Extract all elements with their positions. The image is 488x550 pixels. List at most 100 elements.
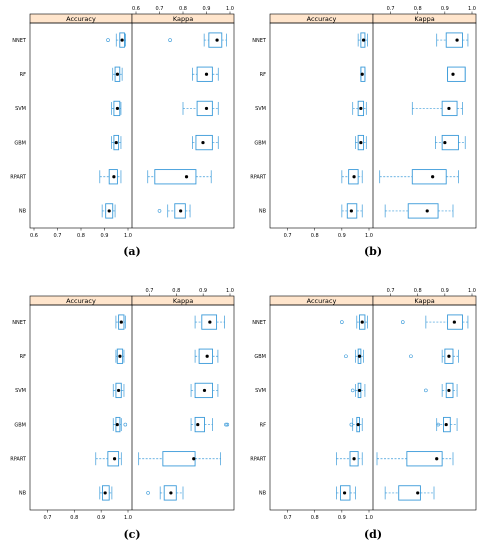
tick-label-top: 0.9 xyxy=(199,288,207,294)
median-point xyxy=(112,175,116,179)
tick-label-bottom: 0.7 xyxy=(43,515,51,521)
median-point xyxy=(205,354,209,358)
median-point xyxy=(425,209,429,213)
median-point xyxy=(169,491,173,495)
category-label: SVM xyxy=(255,388,266,394)
tick-label-bottom: 0.7 xyxy=(54,233,62,239)
iqr-box xyxy=(114,66,121,82)
strip-label-accuracy: Accuracy xyxy=(307,297,337,305)
panel-label: (a) xyxy=(123,245,141,258)
median-point xyxy=(359,140,363,145)
tick-label-top: 0.6 xyxy=(132,6,140,12)
iqr-box xyxy=(447,314,463,330)
category-label: NNET xyxy=(252,38,267,44)
iqr-box xyxy=(208,32,223,48)
median-point xyxy=(451,72,455,76)
accuracy-box-gbm xyxy=(112,416,128,433)
strip-label-kappa: Kappa xyxy=(414,297,434,305)
accuracy-box-svm xyxy=(111,100,122,117)
accuracy-box-svm xyxy=(112,382,125,399)
category-label: RF xyxy=(260,72,266,78)
median-point xyxy=(360,72,364,76)
kappa-box-rf xyxy=(447,66,466,82)
median-point xyxy=(115,422,119,427)
tick-label-top: 0.7 xyxy=(156,6,164,12)
kappa-box-nnet xyxy=(194,314,225,330)
kappa-box-rf xyxy=(194,348,219,364)
category-label: NB xyxy=(259,491,267,497)
outlier-point xyxy=(168,38,172,42)
median-point xyxy=(179,209,183,213)
panel-label: (d) xyxy=(364,528,382,541)
accuracy-box-nb xyxy=(101,203,116,219)
median-point xyxy=(115,72,120,76)
accuracy-box-rpart xyxy=(95,451,122,467)
median-point xyxy=(357,388,362,393)
kappa-box-svm xyxy=(182,100,219,117)
accuracy-box-rpart xyxy=(341,169,363,185)
median-point xyxy=(447,354,451,358)
iqr-box xyxy=(407,203,439,219)
iqr-box xyxy=(194,416,205,433)
category-label: RF xyxy=(20,354,26,360)
tick-label-top: 1.0 xyxy=(468,288,476,294)
kappa-box-rf xyxy=(192,66,219,82)
panel-label: (c) xyxy=(123,528,140,541)
median-point xyxy=(192,457,196,461)
tick-label-bottom: 0.7 xyxy=(284,515,292,521)
kappa-box-nb xyxy=(384,485,435,501)
tick-label-top: 0.8 xyxy=(179,6,187,12)
iqr-box xyxy=(196,66,213,82)
category-label: SVM xyxy=(15,388,26,394)
median-point xyxy=(431,175,435,179)
median-point xyxy=(455,38,459,42)
category-label: NNET xyxy=(12,320,27,326)
outlier-point xyxy=(349,422,354,427)
median-point xyxy=(352,175,356,179)
median-point xyxy=(204,106,209,111)
tick-label-top: 1.0 xyxy=(468,6,476,12)
panel-a: Accuracy Kappa NNET RF SVM GBM RPART NB 0.6 0.7 0.… xyxy=(10,6,235,258)
iqr-box xyxy=(194,382,213,399)
outlier-point xyxy=(225,422,230,427)
median-point xyxy=(352,457,356,461)
median-point xyxy=(118,354,122,358)
category-label: NB xyxy=(259,209,267,215)
kappa-box-gbm xyxy=(192,134,219,151)
outlier-point xyxy=(350,388,355,393)
iqr-box xyxy=(154,169,197,185)
tick-label-bottom: 1.0 xyxy=(124,515,132,521)
iqr-box xyxy=(346,203,358,219)
iqr-box xyxy=(198,348,213,364)
iqr-box xyxy=(445,382,454,399)
tick-label-top: 0.9 xyxy=(441,288,449,294)
accuracy-box-rpart xyxy=(99,169,122,185)
median-point xyxy=(202,388,207,393)
outlier-point xyxy=(424,388,428,393)
kappa-box-rpart xyxy=(379,169,459,185)
category-label: GBM xyxy=(14,422,26,428)
category-label: RPART xyxy=(10,457,27,463)
median-point xyxy=(196,422,200,427)
accuracy-box-rf xyxy=(112,66,123,82)
panel-label: (b) xyxy=(364,245,382,258)
kappa-box-rpart xyxy=(376,451,454,467)
tick-label-bottom: 0.8 xyxy=(77,233,85,239)
strip-label-accuracy: Accuracy xyxy=(66,297,96,305)
iqr-box xyxy=(443,416,451,433)
median-point xyxy=(107,209,111,213)
median-point xyxy=(115,106,120,111)
category-label: NB xyxy=(19,209,27,215)
iqr-box xyxy=(118,314,125,330)
iqr-box xyxy=(162,451,196,467)
strip-label-kappa: Kappa xyxy=(173,15,193,23)
tick-label-top: 0.7 xyxy=(387,288,395,294)
iqr-box xyxy=(163,485,177,501)
outlier-point xyxy=(106,38,110,42)
tick-label-top: 0.9 xyxy=(441,6,449,12)
median-point xyxy=(103,491,107,495)
iqr-box xyxy=(105,203,114,219)
median-point xyxy=(112,457,117,461)
